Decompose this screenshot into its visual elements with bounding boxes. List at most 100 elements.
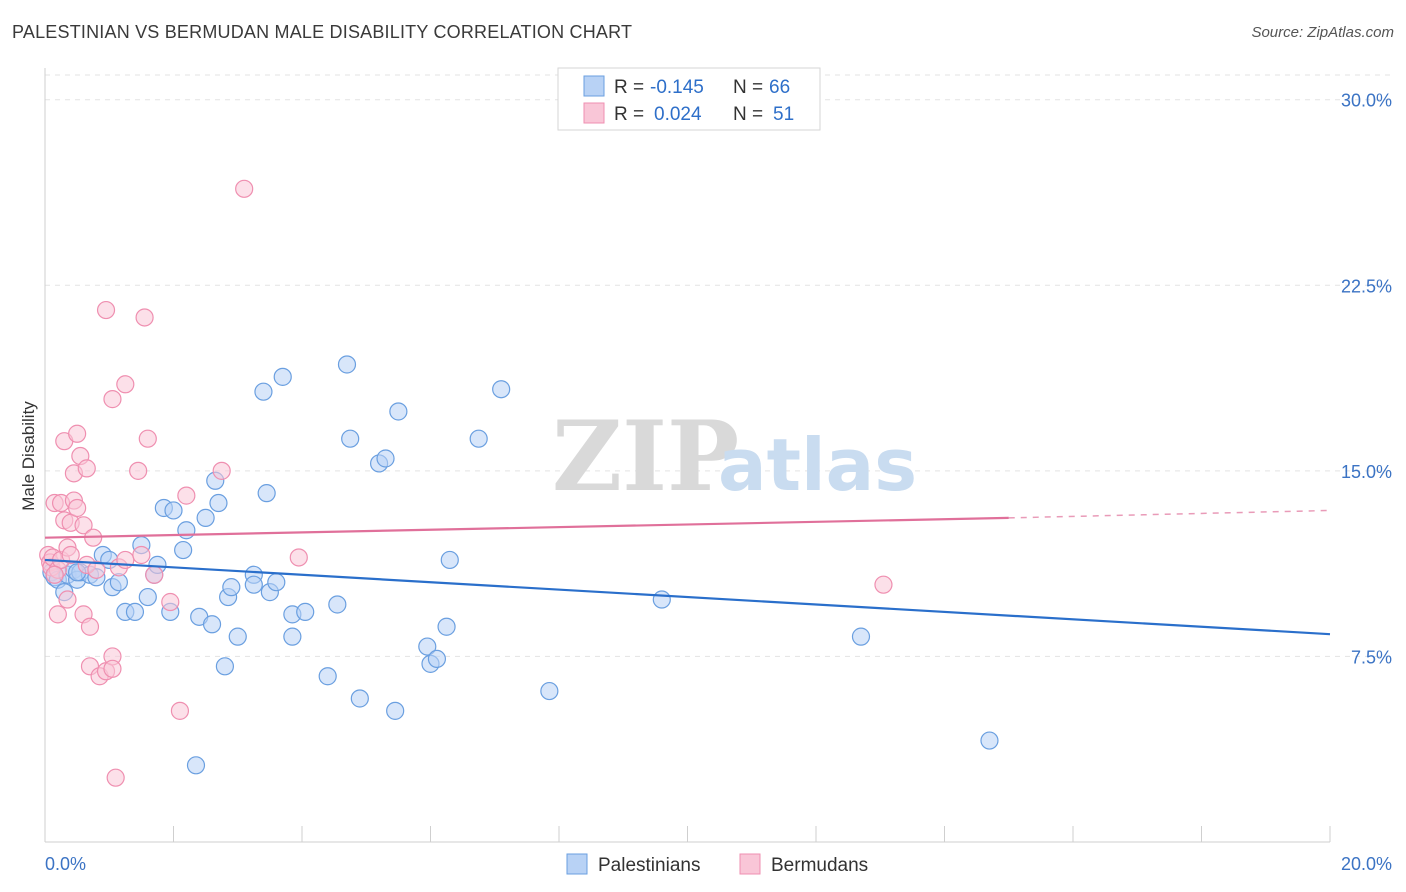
- y-tick-label-2: 22.5%: [1341, 276, 1392, 296]
- bermudan-point-40: [135, 308, 154, 327]
- palestinian-point-47: [337, 355, 357, 374]
- palestinian-point-49: [350, 689, 369, 708]
- palestinian-point-34: [228, 627, 247, 646]
- palestinian-point-52: [386, 701, 405, 720]
- legend-n-value-0: 66: [769, 77, 790, 98]
- bermudan-point-44: [170, 701, 190, 720]
- legend-r-value-1: 0.024: [654, 104, 702, 125]
- palestinian-point-28: [202, 615, 222, 634]
- bermudan-point-47: [235, 179, 254, 198]
- y-tick-label-1: 15.0%: [1341, 462, 1392, 482]
- palestinian-point-37: [254, 382, 273, 401]
- palestinian-point-59: [469, 429, 488, 448]
- palestinian-point-57: [437, 617, 456, 636]
- palestinian-point-53: [389, 402, 408, 421]
- bermudan-point-27: [87, 560, 106, 579]
- bermudan-point-41: [138, 429, 157, 448]
- palestinian-point-33: [222, 578, 241, 597]
- bermudan-point-18: [68, 424, 87, 443]
- series-legend-label-bermudans[interactable]: Bermudans: [771, 855, 868, 876]
- bermudan-point-34: [106, 768, 125, 787]
- palestinian-point-40: [267, 573, 286, 592]
- bermudan-point-39: [132, 545, 151, 565]
- palestinian-point-25: [186, 756, 206, 775]
- palestinian-point-44: [296, 602, 315, 622]
- bermudan-point-46: [212, 461, 231, 480]
- bermudan-point-30: [96, 300, 116, 320]
- bermudan-point-17: [68, 498, 87, 518]
- palestinian-point-43: [283, 627, 302, 646]
- bermudan-trend-line-extension: [1008, 509, 1331, 519]
- bermudan-point-43: [161, 592, 180, 612]
- palestinian-point-64: [980, 731, 999, 750]
- bermudan-point-49: [874, 575, 893, 594]
- chart-source: Source: ZipAtlas.com: [1251, 24, 1394, 41]
- palestinian-point-30: [209, 493, 228, 513]
- bermudan-point-36: [116, 375, 135, 394]
- palestinian-point-27: [196, 508, 215, 527]
- palestinian-point-22: [164, 501, 183, 520]
- bermudan-point-33: [103, 390, 122, 409]
- x-tick-label-1: 20.0%: [1341, 854, 1392, 874]
- bermudan-point-50: [45, 565, 64, 584]
- palestinian-point-46: [328, 595, 347, 614]
- palestinian-point-62: [652, 590, 671, 609]
- bermudan-point-32: [103, 659, 122, 678]
- palestinian-point-36: [244, 575, 263, 594]
- axes: [44, 68, 1331, 843]
- bermudan-point-25: [80, 617, 100, 636]
- bermudan-point-5: [48, 605, 67, 624]
- trend-lines: [44, 509, 1331, 636]
- palestinian-point-58: [440, 550, 459, 570]
- x-tick-label-0: 0.0%: [45, 854, 86, 874]
- palestinian-point-63: [851, 627, 871, 646]
- palestinian-point-56: [427, 649, 447, 669]
- palestinian-point-15: [125, 602, 145, 622]
- palestinian-point-17: [138, 587, 157, 607]
- y-tick-label-3: 30.0%: [1341, 91, 1392, 111]
- palestinian-point-24: [177, 521, 196, 540]
- palestinian-point-31: [215, 657, 234, 676]
- legend-r-value-0: -0.145: [650, 77, 704, 98]
- data-points: [39, 179, 999, 787]
- watermark-zip: ZIP: [552, 400, 739, 513]
- bermudan-point-21: [74, 516, 93, 535]
- palestinian-point-38: [257, 484, 276, 503]
- y-tick-labels: 7.5% 15.0% 22.5% 30.0%: [1341, 91, 1392, 668]
- legend-swatch-palestinians: [583, 75, 605, 97]
- palestinian-point-60: [492, 380, 511, 399]
- x-tick-labels: 0.0% 20.0%: [45, 854, 1392, 874]
- bermudan-point-14: [61, 545, 80, 565]
- palestinian-point-41: [273, 367, 292, 386]
- legend-swatch-bermudans: [583, 102, 605, 124]
- legend-r-label-0: R =: [614, 77, 644, 98]
- bermudan-point-45: [177, 486, 196, 505]
- palestinian-point-51: [376, 449, 395, 468]
- correlation-legend: R = -0.145 N = 66 R = 0.024 N = 51: [557, 67, 821, 131]
- chart-title: PALESTINIAN VS BERMUDAN MALE DISABILITY …: [12, 22, 633, 42]
- series-legend: Palestinians Bermudans: [566, 853, 868, 876]
- palestinian-point-54: [418, 637, 437, 656]
- legend-n-label-1: N =: [733, 104, 763, 125]
- legend-r-label-1: R =: [614, 104, 644, 125]
- series-legend-swatch-palestinians[interactable]: [566, 853, 588, 875]
- palestinian-trend-line: [44, 558, 1331, 636]
- bermudan-point-42: [145, 565, 164, 584]
- legend-n-value-1: 51: [773, 104, 794, 125]
- palestinian-point-48: [341, 429, 360, 448]
- bermudan-point-22: [77, 459, 96, 478]
- bermudan-point-38: [129, 461, 148, 480]
- bermudan-point-12: [58, 590, 77, 609]
- palestinian-point-61: [540, 681, 559, 701]
- watermark-atlas: atlas: [718, 423, 917, 507]
- series-legend-label-palestinians[interactable]: Palestinians: [598, 855, 700, 876]
- y-axis-label: Male Disability: [19, 401, 38, 511]
- legend-n-label-0: N =: [733, 77, 763, 98]
- palestinian-point-45: [318, 667, 337, 686]
- bermudan-point-48: [289, 548, 308, 567]
- bermudan-trend-line: [44, 516, 1009, 539]
- y-tick-label-0: 7.5%: [1351, 647, 1392, 667]
- palestinian-point-23: [174, 540, 193, 560]
- series-legend-swatch-bermudans[interactable]: [739, 853, 761, 875]
